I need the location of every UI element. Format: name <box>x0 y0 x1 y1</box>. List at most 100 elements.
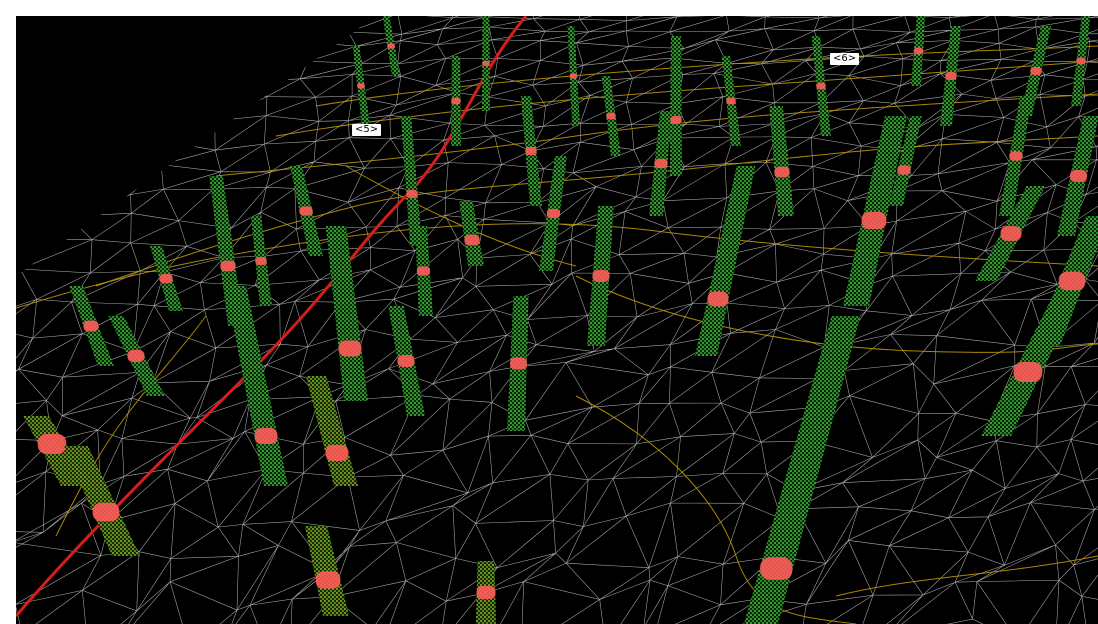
stem-diameter-marker <box>464 234 480 246</box>
tree-stem-20 <box>415 226 433 316</box>
tree-stem-22 <box>769 106 794 216</box>
stem-diameter-marker <box>83 320 99 332</box>
tree-stem-30 <box>400 116 422 246</box>
stem-diameter-marker <box>897 165 911 175</box>
tree-stems <box>23 16 1098 624</box>
stem-points <box>670 36 682 176</box>
stem-diameter-marker <box>726 97 736 105</box>
stem-diameter-marker <box>654 158 668 169</box>
stem-diameter-marker <box>37 434 67 454</box>
stem-diameter-marker <box>1000 226 1022 241</box>
tree-stem-10 <box>587 206 614 346</box>
stem-diameter-marker <box>325 445 349 461</box>
tree-stem-41 <box>911 16 926 86</box>
tree-stem-15 <box>975 186 1046 281</box>
tree-stem-7 <box>388 306 425 416</box>
stem-diameter-marker <box>255 257 267 265</box>
tree-stem-21 <box>649 111 672 216</box>
stem-diameter-marker <box>1076 57 1086 65</box>
stem-diameter-marker <box>546 208 561 219</box>
stem-points <box>889 116 922 206</box>
stem-diameter-marker <box>357 83 365 89</box>
plot-label-6: <6> <box>830 53 860 65</box>
stem-diameter-marker <box>592 270 610 282</box>
stem-points <box>459 201 484 266</box>
stem-diameter-marker <box>397 355 415 367</box>
stem-diameter-marker <box>1030 67 1042 75</box>
stem-points <box>400 116 422 246</box>
point-cloud-scene <box>16 16 1098 624</box>
stem-diameter-marker <box>476 585 496 600</box>
tree-stem-19 <box>539 156 567 271</box>
terrain-mesh <box>16 16 1098 624</box>
stem-diameter-marker <box>1069 170 1088 182</box>
tree-stem-39 <box>670 36 682 176</box>
stem-points <box>769 106 794 216</box>
tree-stem-18 <box>459 201 484 266</box>
contour-line-4 <box>315 45 1098 107</box>
stem-diameter-marker <box>315 571 341 589</box>
stem-diameter-marker <box>92 502 120 522</box>
stem-points <box>843 116 908 306</box>
tree-stem-29 <box>290 166 323 256</box>
tree-stem-28 <box>250 216 272 306</box>
stem-diameter-marker <box>569 73 578 79</box>
stem-points <box>695 166 756 356</box>
tree-stem-36 <box>1020 26 1052 116</box>
tree-stem-44 <box>1071 16 1091 106</box>
stem-diameter-marker <box>913 47 924 55</box>
tree-stem-12 <box>843 116 908 306</box>
stem-points <box>304 526 349 616</box>
stem-diameter-marker <box>1058 271 1086 291</box>
tree-stem-31 <box>520 96 542 206</box>
stem-diameter-marker <box>707 291 729 307</box>
tree-stem-34 <box>811 36 831 136</box>
stem-diameter-marker <box>606 112 616 120</box>
tree-stem-38 <box>352 46 370 126</box>
stem-diameter-marker <box>945 72 957 80</box>
contour-line-3 <box>275 60 1098 137</box>
tree-stem-5 <box>305 376 358 486</box>
stem-diameter-marker <box>1013 362 1043 382</box>
plot-label-5: <5> <box>352 124 382 136</box>
stem-diameter-marker <box>1009 151 1023 161</box>
contour-line-8 <box>55 315 207 537</box>
stem-points <box>64 446 140 556</box>
contour-line-2 <box>215 93 1098 177</box>
point-cloud-viewport[interactable]: <5> <6> <box>16 16 1098 624</box>
tree-stem-6 <box>225 286 288 486</box>
stem-diameter-marker <box>760 557 793 580</box>
contour-line-5 <box>575 395 857 624</box>
stem-diameter-marker <box>816 82 826 90</box>
tree-stem-26 <box>209 176 244 326</box>
tree-stem-8 <box>325 226 368 401</box>
tree-stem-27 <box>150 246 183 311</box>
tree-stem-2 <box>476 561 496 624</box>
stem-diameter-marker <box>416 266 431 276</box>
tree-stem-23 <box>889 116 922 206</box>
contour-line-7 <box>835 555 1098 597</box>
tree-stem-33 <box>721 56 741 146</box>
stem-diameter-marker <box>451 97 461 105</box>
stem-diameter-marker <box>338 340 362 357</box>
stem-points <box>325 226 368 401</box>
tree-stem-43 <box>382 16 400 76</box>
stem-diameter-marker <box>254 428 278 444</box>
stem-diameter-marker <box>509 357 528 370</box>
tree-stem-4 <box>64 446 140 556</box>
tree-stem-14 <box>1032 216 1098 346</box>
tree-stem-25 <box>999 96 1032 216</box>
tree-stem-17 <box>69 286 114 366</box>
stem-points <box>209 176 244 326</box>
tree-stem-16 <box>108 316 165 396</box>
contour-line-6 <box>575 275 1098 353</box>
stem-diameter-marker <box>482 60 490 67</box>
stem-diameter-marker <box>774 166 790 178</box>
sky-region <box>16 16 376 276</box>
stem-diameter-marker <box>861 211 887 230</box>
stem-diameter-marker <box>387 43 395 49</box>
stem-diameter-marker <box>159 273 173 284</box>
stem-points <box>744 316 861 624</box>
tree-stem-37 <box>451 56 461 146</box>
stem-diameter-marker <box>670 116 682 124</box>
